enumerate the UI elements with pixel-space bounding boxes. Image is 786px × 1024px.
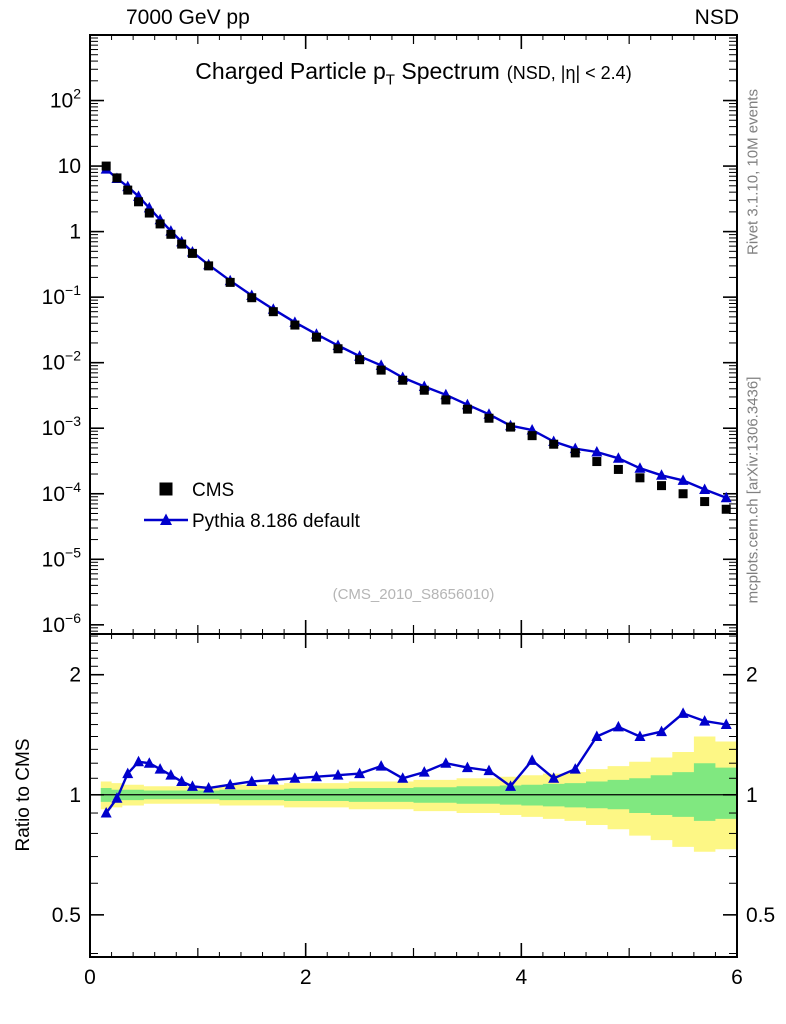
svg-text:2: 2 [746, 664, 758, 687]
svg-text:102: 102 [50, 86, 81, 113]
main-spectrum-series [100, 161, 732, 514]
svg-text:Pythia 8.186 default: Pythia 8.186 default [192, 511, 361, 532]
svg-text:1: 1 [69, 221, 81, 244]
svg-text:10−5: 10−5 [42, 544, 82, 571]
svg-text:1: 1 [746, 784, 758, 807]
svg-text:2: 2 [300, 966, 312, 989]
svg-text:4: 4 [515, 966, 527, 989]
rivet-version-label: Rivet 3.1.10, 10M events [744, 89, 762, 255]
svg-text:0.5: 0.5 [746, 904, 775, 927]
plot-title-main: Charged Particle pT Spectrum [195, 58, 500, 89]
svg-text:10−2: 10−2 [42, 348, 82, 375]
mcplots-reference-label: mcplots.cern.ch [arXiv:1306.3436] [744, 376, 762, 604]
svg-text:10: 10 [58, 155, 81, 178]
ratio-uncertainty-bands [90, 736, 738, 852]
svg-text:2: 2 [69, 664, 81, 687]
svg-text:10−1: 10−1 [42, 282, 82, 309]
axis-tick-labels: 102 10 1 10−1 10−2 10−3 10−4 10−5 10−6 2 2 1 1 0.5 0.5… [42, 86, 776, 989]
event-class-label: NSD [694, 6, 739, 29]
analysis-id-watermark: (CMS_2010_S8656010) [332, 586, 495, 603]
pt-subscript: T [385, 71, 395, 89]
plot-title: Charged Particle pT Spectrum (NSD, |η| < … [90, 58, 737, 89]
svg-text:6: 6 [731, 966, 743, 989]
svg-text:10−3: 10−3 [42, 413, 82, 440]
svg-text:0: 0 [84, 966, 96, 989]
svg-text:10−4: 10−4 [42, 479, 82, 506]
ratio-axis-label: Ratio to CMS [13, 738, 34, 852]
beam-energy-label: 7000 GeV pp [126, 6, 250, 29]
axes-frames-and-ticks [89, 34, 738, 958]
svg-text:1: 1 [69, 784, 81, 807]
plot-title-condition: (NSD, |η| < 2.4) [506, 63, 632, 83]
ratio-series [100, 707, 732, 818]
svg-text:CMS: CMS [192, 480, 234, 501]
svg-text:0.5: 0.5 [52, 904, 81, 927]
legend: CMS Pythia 8.186 default [144, 480, 361, 532]
svg-text:10−6: 10−6 [42, 610, 82, 637]
